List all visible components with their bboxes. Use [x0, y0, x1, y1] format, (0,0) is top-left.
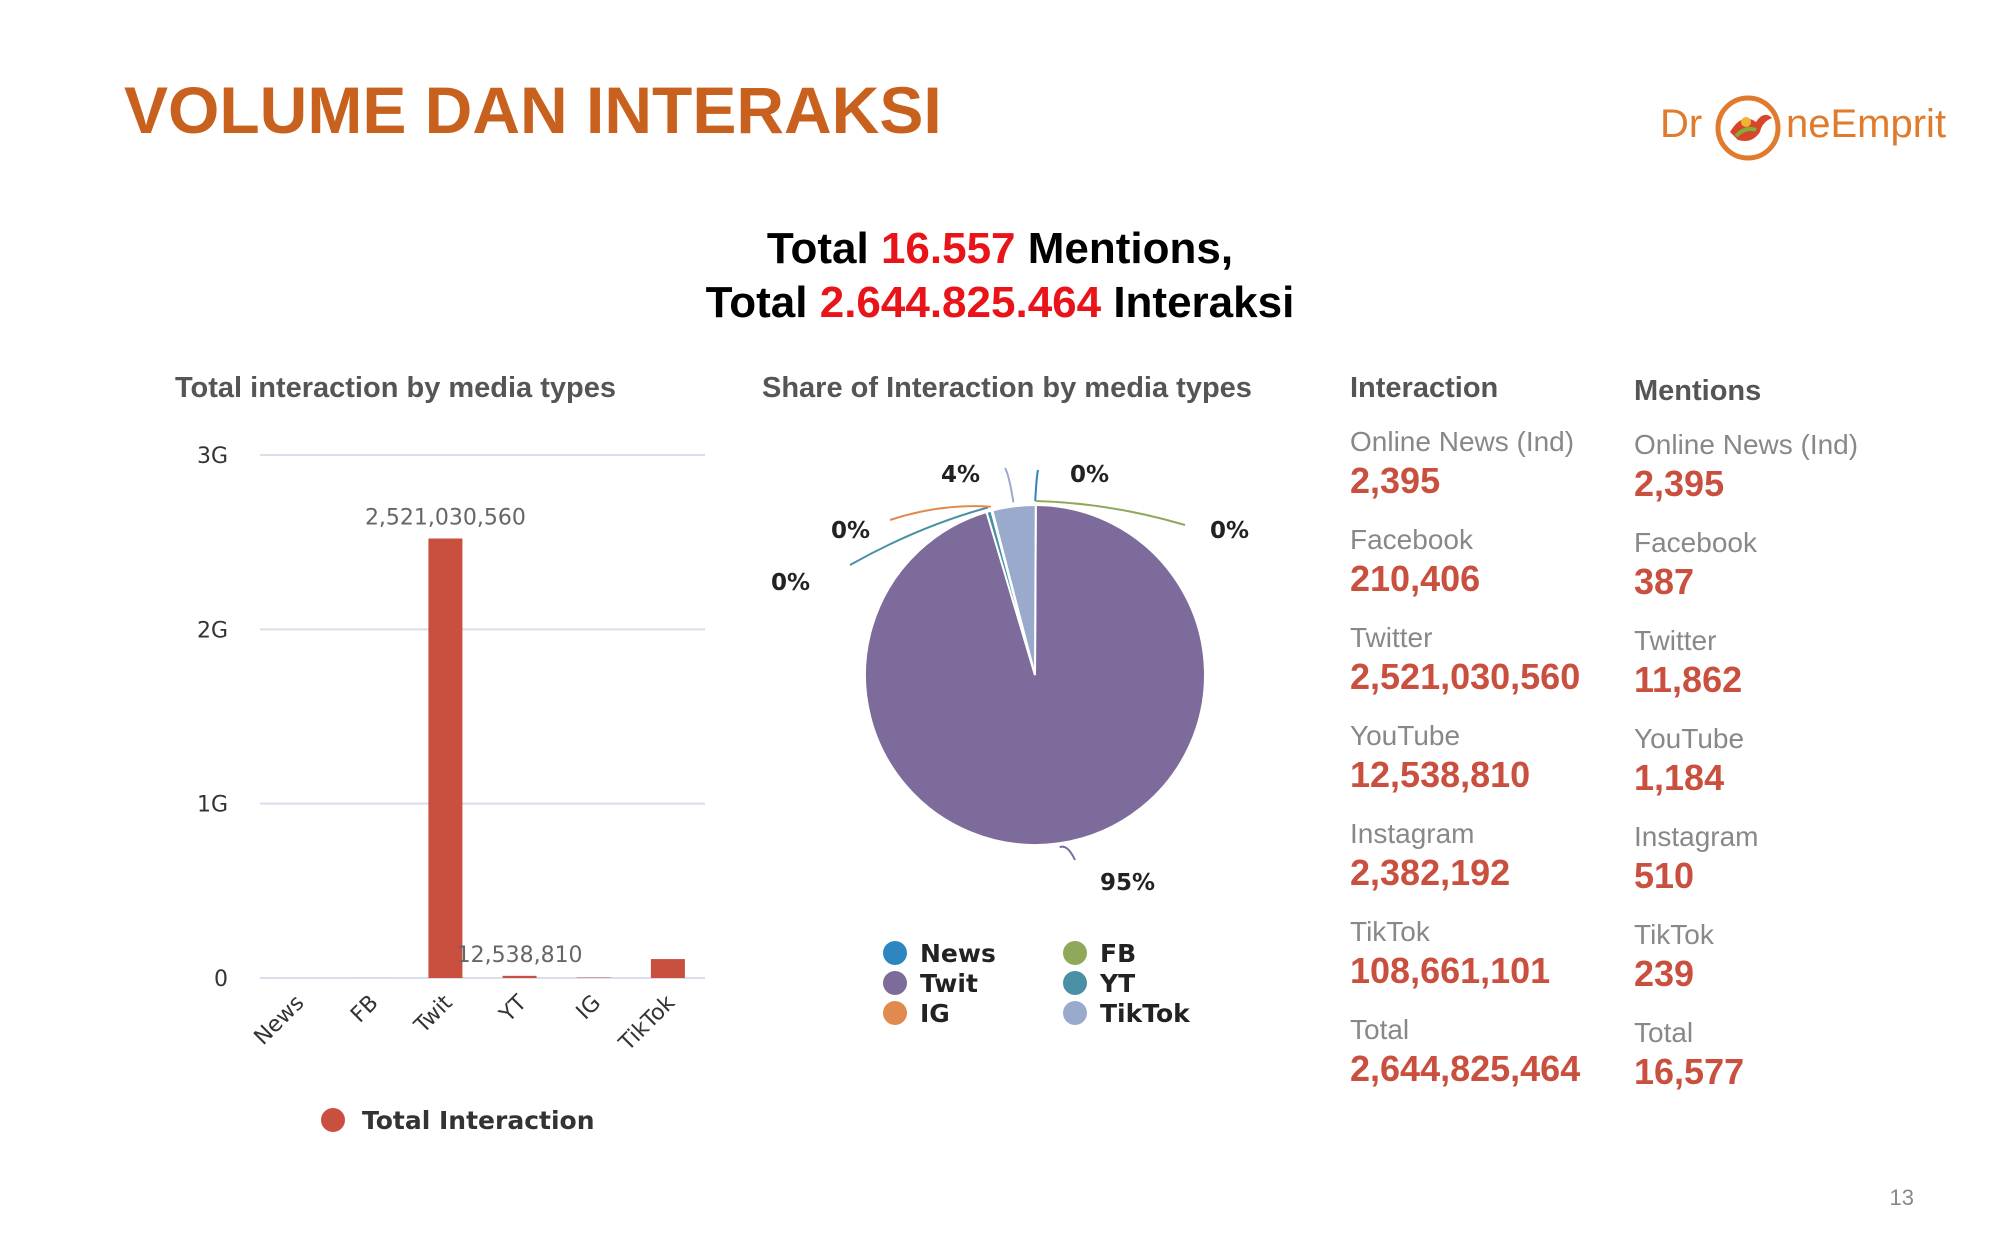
bar-data-label: 12,538,810	[457, 943, 583, 968]
legend-label: YT	[1099, 969, 1135, 998]
page-number: 13	[1889, 1185, 1914, 1210]
legend-label: FB	[1100, 939, 1136, 968]
stat-label: TikTok	[1634, 919, 1714, 950]
pie-data-label: 0%	[1070, 462, 1109, 488]
stat-value: 2,395	[1350, 460, 1441, 501]
x-tick-label: Twit	[409, 990, 458, 1039]
stat-label: YouTube	[1350, 720, 1461, 751]
total-interaction-value: 2.644.825.464	[819, 278, 1102, 327]
stat-value: 108,661,101	[1350, 950, 1551, 991]
mentions-stats: Mentions Online News (Ind) 2,395 Facebook 3…	[1634, 375, 1894, 1114]
legend-swatch-fb	[1063, 941, 1087, 965]
stat-label: Total	[1350, 1014, 1410, 1045]
stat-label: Instagram	[1350, 818, 1475, 849]
bar-chart-title: Total interaction by media types	[175, 372, 617, 404]
stat-value: 510	[1634, 855, 1695, 896]
stat-label: TikTok	[1350, 916, 1430, 947]
stat-value: 2,521,030,560	[1350, 656, 1581, 697]
bar-yt	[502, 975, 537, 978]
bar-data-label: 2,521,030,560	[365, 506, 526, 531]
pie-data-label: 0%	[1210, 518, 1249, 544]
stat-value: 12,538,810	[1350, 754, 1531, 795]
stat-label: Instagram	[1634, 821, 1759, 852]
headline-mentions: Total 16.557 Mentions,	[0, 222, 2000, 276]
bar-tiktok	[650, 959, 685, 978]
headline-suffix: Interaksi	[1101, 278, 1295, 327]
y-tick-label: 2G	[197, 618, 228, 643]
stat-value: 2,395	[1634, 463, 1725, 504]
headline: Total 16.557 Mentions, Total 2.644.825.4…	[0, 222, 2000, 330]
bar-twit	[428, 538, 463, 978]
pie-data-label: 95%	[1100, 870, 1155, 896]
pie-leader-line	[1034, 469, 1039, 502]
legend-label: IG	[920, 999, 950, 1028]
stat-label: YouTube	[1634, 723, 1745, 754]
logo-text-right: neEmprit	[1786, 102, 1947, 146]
stat-label: Online News (Ind)	[1634, 429, 1859, 460]
x-tick-label: FB	[346, 991, 383, 1028]
mentions-header: Mentions	[1634, 375, 1762, 407]
pie-data-label: 0%	[771, 570, 810, 596]
x-tick-label: News	[250, 991, 310, 1051]
x-tick-label: TikTok	[614, 990, 680, 1056]
stat-label: Twitter	[1350, 622, 1433, 653]
stat-label: Total	[1634, 1017, 1694, 1048]
legend-swatch-yt	[1063, 971, 1087, 995]
y-tick-label: 0	[214, 967, 228, 992]
pie-leader-line	[1059, 845, 1076, 861]
logo-text-left: Dr	[1660, 102, 1703, 146]
pie-data-label: 4%	[941, 462, 980, 488]
pie-leader-line	[849, 506, 989, 566]
interaction-header: Interaction	[1350, 372, 1499, 404]
stat-value: 11,862	[1634, 659, 1743, 700]
legend-swatch-twit	[883, 971, 907, 995]
stat-label: Twitter	[1634, 625, 1717, 656]
total-mentions-value: 16.557	[880, 224, 1016, 273]
headline-suffix: Mentions,	[1015, 224, 1234, 273]
headline-prefix: Total	[766, 224, 881, 273]
y-tick-label: 3G	[197, 444, 228, 469]
stat-label: Facebook	[1634, 527, 1757, 558]
pie-slice-tiktok	[991, 504, 1037, 676]
headline-prefix: Total	[705, 278, 820, 327]
legend-swatch-tiktok	[1063, 1001, 1087, 1025]
slide-title: VOLUME DAN INTERAKSI	[124, 73, 942, 147]
stat-label: Facebook	[1350, 524, 1473, 555]
stat-value: 1,184	[1634, 757, 1725, 798]
stat-value: 2,382,192	[1350, 852, 1511, 893]
bar-chart: 0 1G 2G 3G News FB Twit YT IG TikTok 2,521,030,560…	[197, 444, 705, 1135]
stat-label: Online News (Ind)	[1350, 426, 1575, 457]
pie-leader-line	[889, 505, 991, 521]
pie-chart: 0% 0% 95% 0% 0% 4% News FB Twit YT IG TikTok	[771, 462, 1249, 1028]
legend-swatch-ig	[883, 1001, 907, 1025]
x-tick-label: IG	[572, 991, 606, 1025]
pie-leader-line	[1035, 500, 1186, 526]
y-tick-label: 1G	[197, 793, 228, 818]
pie-leader-line	[1004, 467, 1015, 503]
drone-bird-logo-icon	[1715, 95, 1781, 161]
stat-value: 239	[1634, 953, 1695, 994]
legend-swatch-news	[883, 941, 907, 965]
x-tick-label: YT	[494, 990, 532, 1028]
legend-label: TikTok	[1100, 999, 1191, 1028]
headline-interaction: Total 2.644.825.464 Interaksi	[0, 276, 2000, 330]
interaction-stats: Interaction Online News (Ind) 2,395 Facebo…	[1350, 372, 1630, 1111]
pie-chart-title: Share of Interaction by media types	[762, 372, 1252, 404]
stat-value: 387	[1634, 561, 1695, 602]
legend-label: News	[920, 939, 996, 968]
stat-value: 2,644,825,464	[1350, 1048, 1581, 1089]
pie-data-label: 0%	[831, 518, 870, 544]
legend-label: Total Interaction	[362, 1106, 595, 1135]
legend-label: Twit	[920, 969, 978, 998]
stat-value: 16,577	[1634, 1051, 1745, 1092]
legend-swatch	[321, 1108, 345, 1132]
drone-emprit-logo: Dr neEmprit	[1660, 88, 1946, 168]
stat-value: 210,406	[1350, 558, 1481, 599]
